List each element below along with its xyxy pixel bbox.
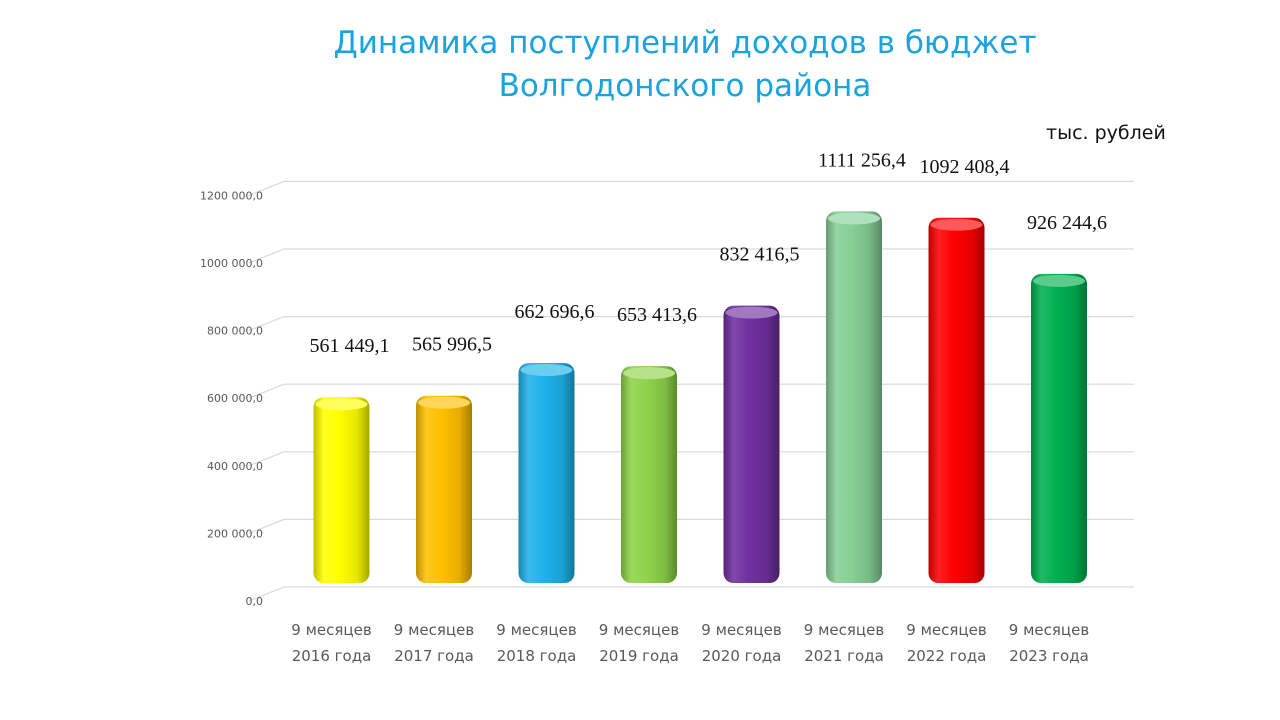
data-label: 926 244,6 xyxy=(1027,212,1107,234)
bar xyxy=(518,363,575,583)
x-tick-label: 9 месяцев xyxy=(906,621,986,639)
bar-cap xyxy=(725,306,778,319)
data-label: 561 449,1 xyxy=(310,335,390,357)
bar xyxy=(1031,273,1087,583)
data-labels: 561 449,1 565 996,5 662 696,6 653 413,6 832 … xyxy=(310,149,1108,357)
y-tick-label: 1200 000,0 xyxy=(200,189,263,202)
x-tick-label: 2017 года xyxy=(394,647,474,665)
bar-cap xyxy=(1033,274,1085,287)
bar-cap xyxy=(520,364,573,377)
x-tick-label: 9 месяцев xyxy=(804,621,884,639)
gridlines xyxy=(248,180,1134,602)
gridline xyxy=(248,383,1134,399)
x-tick-label: 9 месяцев xyxy=(291,621,371,639)
bar-body xyxy=(723,305,780,583)
data-label: 1092 408,4 xyxy=(920,156,1010,178)
y-tick-label: 200 000,0 xyxy=(207,527,263,540)
bar xyxy=(416,395,472,583)
y-tick-label: 800 000,0 xyxy=(207,325,263,338)
bar xyxy=(723,305,780,583)
data-label: 1111 256,4 xyxy=(818,149,906,171)
gridline xyxy=(248,518,1134,534)
x-tick-label: 2020 года xyxy=(702,647,782,665)
x-tick-label: 2023 года xyxy=(1009,647,1089,665)
y-axis: 0,0 200 000,0 400 000,0 600 000,0 800 000,0 1… xyxy=(200,189,263,608)
x-tick-label: 2021 года xyxy=(804,647,884,665)
bar-cap xyxy=(623,367,675,380)
bar-cap xyxy=(418,396,470,409)
x-axis: 9 месяцев 2016 года 9 месяцев 2017 года 9 ме… xyxy=(291,621,1089,665)
data-label: 832 416,5 xyxy=(720,244,800,266)
x-tick-label: 2016 года xyxy=(292,647,372,665)
y-tick-label: 0,0 xyxy=(246,595,264,608)
data-label: 653 413,6 xyxy=(617,304,697,326)
chart-title-line-2: Волгодонского района xyxy=(498,68,872,104)
gridline xyxy=(248,451,1134,467)
gridline xyxy=(248,586,1134,602)
x-tick-label: 2022 года xyxy=(907,647,987,665)
y-tick-label: 1000 000,0 xyxy=(200,257,263,270)
y-tick-label: 600 000,0 xyxy=(207,392,263,405)
y-tick-label: 400 000,0 xyxy=(207,460,263,473)
bar xyxy=(621,366,677,583)
bar xyxy=(826,211,882,584)
x-tick-label: 9 месяцев xyxy=(394,621,474,639)
x-tick-label: 2019 года xyxy=(599,647,679,665)
x-tick-label: 9 месяцев xyxy=(496,621,576,639)
chart-title: Динамика поступлений доходов в бюджет Во… xyxy=(0,22,1280,108)
x-tick-label: 9 месяцев xyxy=(701,621,781,639)
bar-body xyxy=(621,366,677,583)
bar-body xyxy=(416,395,472,583)
gridline xyxy=(248,180,1134,196)
x-tick-label: 2018 года xyxy=(497,647,577,665)
x-tick-label: 9 месяцев xyxy=(1009,621,1089,639)
unit-label: тыс. рублей xyxy=(1046,122,1166,144)
bar-cap xyxy=(315,398,368,411)
bar-body xyxy=(1031,273,1087,583)
bar xyxy=(313,397,370,583)
data-label: 662 696,6 xyxy=(515,301,595,323)
bars xyxy=(313,211,1087,584)
gridline xyxy=(248,248,1134,264)
x-tick-label: 9 месяцев xyxy=(599,621,679,639)
bar-body xyxy=(518,363,575,583)
bar-body xyxy=(313,397,370,583)
bar-cap xyxy=(828,212,880,225)
bar-cap xyxy=(930,218,983,231)
chart-title-line-1: Динамика поступлений доходов в бюджет xyxy=(333,25,1037,61)
data-label: 565 996,5 xyxy=(412,334,492,356)
bar-body xyxy=(826,211,882,584)
bar-body xyxy=(928,217,985,583)
bar xyxy=(928,217,985,583)
